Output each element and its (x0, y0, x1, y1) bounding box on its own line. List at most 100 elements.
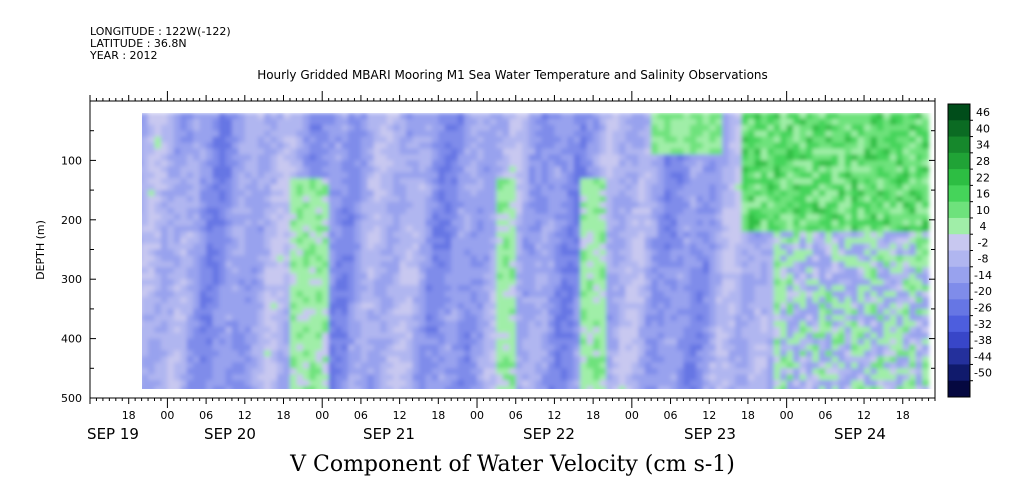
heatmap-cell (367, 320, 375, 328)
heatmap-cell (142, 225, 149, 233)
heatmap-cell (309, 314, 317, 322)
heatmap-cell (212, 196, 220, 203)
heatmap-cell (348, 285, 356, 292)
heatmap-cell (225, 178, 233, 185)
heatmap-cell (173, 124, 181, 132)
heatmap-cell (289, 344, 298, 352)
heatmap-cell (786, 172, 794, 179)
heatmap-cell (315, 302, 323, 310)
heatmap-cell (754, 124, 762, 132)
heatmap-cell (509, 291, 517, 298)
heatmap-cell (631, 148, 639, 156)
heatmap-cell (244, 142, 252, 150)
heatmap-cell (554, 196, 562, 203)
heatmap-cell (406, 261, 414, 268)
heatmap-cell (799, 273, 807, 280)
heatmap-cell (618, 308, 626, 316)
heatmap-cell (341, 178, 349, 185)
heatmap-cell (676, 356, 685, 363)
heatmap-cell (154, 255, 162, 262)
heatmap-cell (457, 302, 465, 310)
heatmap-cell (767, 386, 775, 389)
heatmap-cell (412, 344, 420, 352)
heatmap-cell (154, 142, 162, 150)
heatmap-cell (244, 326, 252, 334)
heatmap-cell (354, 368, 362, 375)
heatmap-cell (612, 172, 620, 179)
heatmap-cell (457, 184, 465, 191)
heatmap-cell (367, 196, 375, 203)
heatmap-cell (747, 118, 755, 126)
heatmap-cell (393, 219, 401, 227)
heatmap-cell (212, 142, 220, 150)
heatmap-cell (477, 160, 485, 167)
heatmap-cell (767, 267, 775, 274)
heatmap-cell (812, 142, 820, 150)
heatmap-cell (425, 142, 433, 150)
heatmap-cell (599, 166, 607, 173)
heatmap-cell (219, 350, 227, 358)
heatmap-cell (567, 160, 575, 167)
heatmap-cell (257, 326, 265, 334)
heatmap-cell (148, 344, 156, 352)
heatmap-cell (142, 255, 149, 262)
heatmap-cell (154, 166, 162, 173)
heatmap-cell (335, 118, 343, 126)
heatmap-cell (651, 386, 659, 389)
heatmap-cell (812, 362, 820, 369)
heatmap-cell (696, 136, 704, 144)
heatmap-cell (315, 225, 323, 233)
heatmap-cell (270, 273, 278, 280)
heatmap-cell (296, 231, 304, 239)
heatmap-cell (257, 130, 265, 138)
heatmap-cell (225, 273, 233, 280)
heatmap-cell (186, 344, 194, 352)
heatmap-cell (373, 338, 381, 346)
heatmap-cell (676, 172, 685, 179)
heatmap-cell (489, 130, 497, 138)
heatmap-cell (812, 291, 820, 298)
heatmap-cell (567, 332, 575, 340)
heatmap-cell (444, 302, 452, 310)
heatmap-cell (399, 338, 407, 346)
heatmap-cell (638, 243, 646, 251)
heatmap-cell (393, 320, 401, 328)
heatmap-cell (670, 308, 678, 316)
heatmap-cell (606, 362, 614, 369)
heatmap-cell (638, 124, 646, 132)
heatmap-cell (251, 237, 259, 245)
heatmap-cell (173, 344, 181, 352)
heatmap-cell (612, 332, 620, 340)
heatmap-cell (354, 130, 362, 138)
heatmap-cell (625, 368, 633, 375)
heatmap-cell (509, 285, 517, 292)
heatmap-cell (541, 326, 549, 334)
heatmap-cell (348, 291, 356, 298)
heatmap-cell (464, 267, 472, 274)
heatmap-cell (773, 308, 781, 316)
heatmap-cell (477, 237, 485, 245)
heatmap-cell (580, 136, 588, 144)
heatmap-cell (154, 297, 162, 304)
heatmap-cell (367, 136, 375, 144)
heatmap-cell (799, 231, 807, 239)
heatmap-cell (225, 231, 233, 239)
heatmap-cell (154, 124, 162, 132)
heatmap-cell (586, 231, 594, 239)
heatmap-cell (696, 172, 704, 179)
heatmap-cell (348, 142, 356, 150)
heatmap-cell (464, 320, 472, 328)
heatmap-cell (283, 148, 291, 156)
heatmap-cell (496, 386, 504, 389)
heatmap-cell (142, 302, 149, 310)
heatmap-cell (657, 297, 665, 304)
heatmap-cell (702, 350, 710, 358)
heatmap-cell (386, 273, 394, 280)
heatmap-cell (406, 207, 414, 215)
heatmap-cell (541, 338, 549, 346)
heatmap-cell (451, 237, 459, 245)
heatmap-cell (315, 261, 323, 268)
heatmap-cell (451, 243, 459, 251)
heatmap-cell (142, 261, 143, 268)
heatmap-cell (406, 368, 414, 375)
